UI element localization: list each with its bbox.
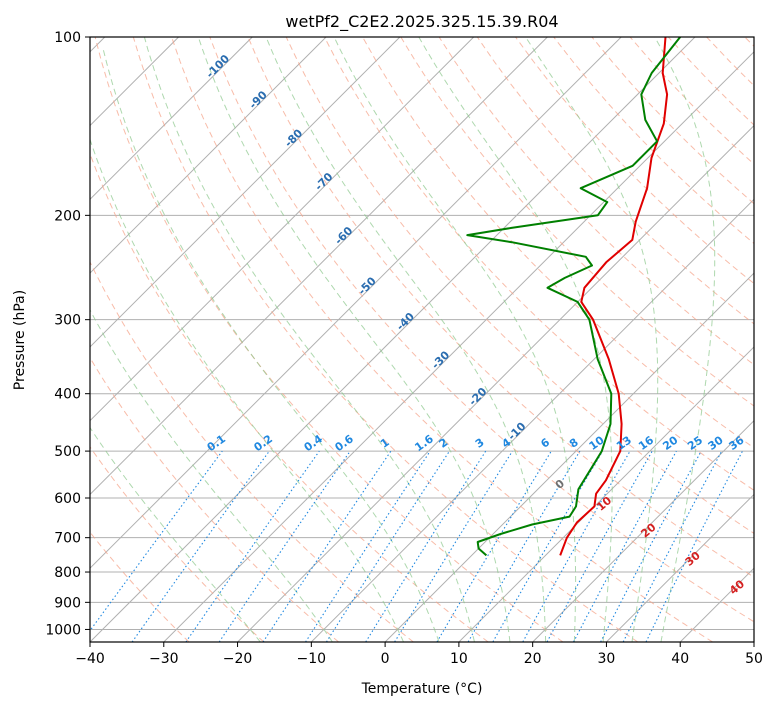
isotherm-line <box>606 493 754 642</box>
chart-title: wetPf2_C2E2.2025.325.15.39.R04 <box>285 12 558 32</box>
isotherm-line <box>90 37 401 348</box>
moist-adiabat-line <box>525 37 659 642</box>
mixing-ratio-line <box>522 450 631 642</box>
dry-adiabat-line <box>515 37 754 285</box>
x-tick-label: −30 <box>149 651 179 667</box>
dry-adiabat-line <box>90 446 265 642</box>
isotherm-line <box>237 124 754 642</box>
dry-adiabat-line <box>209 37 754 623</box>
plot-frame <box>89 36 755 643</box>
isotherm-line <box>90 37 548 496</box>
x-tick-label: −20 <box>223 651 253 667</box>
isotherm-line <box>90 37 253 201</box>
mixing-ratio-line <box>218 450 351 642</box>
moist-adiabat-line <box>90 308 333 642</box>
dry-adiabat-line <box>132 37 639 642</box>
dry-adiabat-line <box>476 37 754 325</box>
y-tick-label: 700 <box>54 531 81 547</box>
moist-adiabat-line <box>197 37 511 642</box>
mixing-ratio-line <box>394 450 513 642</box>
axes: −40 −30 −20 −10 0 10 20 30 40 50 100 200 300 400 500 60… <box>45 30 763 667</box>
y-axis-label: Pressure (hPa) <box>12 290 28 390</box>
mixing-ratio-line <box>185 450 320 642</box>
y-tick-label: 400 <box>54 387 81 403</box>
dry-adiabat-line <box>171 37 713 642</box>
moist-adiabat-line <box>333 37 577 642</box>
mixing-ratio-line <box>645 450 743 642</box>
isotherm-line <box>90 37 696 642</box>
y-tick-label: 1000 <box>45 622 81 638</box>
x-tick-label: 20 <box>524 651 542 667</box>
y-tick-label: 300 <box>54 313 81 329</box>
moist-adiabat-line <box>143 37 475 642</box>
mixing-ratio-line <box>305 450 431 642</box>
dry-adiabat-line <box>285 37 754 535</box>
x-tick-label: 40 <box>671 651 689 667</box>
x-tick-label: −40 <box>75 651 105 667</box>
dry-adiabat-line <box>90 356 339 642</box>
y-tick-label: 600 <box>54 491 81 507</box>
x-tick-label: 30 <box>598 651 616 667</box>
dry-adiabat-line <box>94 37 564 642</box>
isotherm-line <box>458 346 754 642</box>
dry-adiabat-line <box>90 260 414 642</box>
isotherm-line <box>90 37 622 569</box>
moist-adiabat-line <box>90 426 261 642</box>
y-tick-label: 500 <box>54 444 81 460</box>
y-tick-label: 900 <box>54 595 81 611</box>
x-tick-label: 10 <box>450 651 468 667</box>
x-tick-label: −10 <box>297 651 327 667</box>
isotherm-line <box>90 37 327 274</box>
y-tick-label: 200 <box>54 208 81 224</box>
isotherm-line <box>532 419 754 642</box>
mixing-ratio-line <box>262 450 392 642</box>
dry-adiabat-line <box>247 37 754 578</box>
moist-adiabat-line <box>654 37 716 642</box>
mixing-ratio-line <box>573 450 677 642</box>
mixing-ratio-line <box>546 450 653 642</box>
sounding-lines <box>466 37 681 557</box>
dry-adiabat-line <box>323 37 754 491</box>
dry-adiabat-line <box>438 37 754 366</box>
background-lines <box>90 37 754 642</box>
x-axis-label: Temperature (°C) <box>361 681 483 697</box>
moist-adiabat-line <box>418 37 613 642</box>
isotherm-line <box>90 37 475 422</box>
moist-adiabat-line <box>265 37 547 642</box>
mixing-ratio-line <box>90 450 223 632</box>
x-tick-label: 0 <box>381 651 390 667</box>
moist-adiabat-line <box>90 137 405 642</box>
x-tick-label: 50 <box>745 651 763 667</box>
y-tick-label: 800 <box>54 565 81 581</box>
moist-adiabat-line <box>102 49 440 642</box>
isotherm-line <box>384 272 754 642</box>
isotherm-line <box>163 51 754 642</box>
mixing-ratio-line <box>131 450 270 642</box>
dewpoint-profile-line <box>466 37 681 557</box>
mixing-ratio-line <box>325 450 450 642</box>
y-tick-label: 100 <box>54 30 81 46</box>
